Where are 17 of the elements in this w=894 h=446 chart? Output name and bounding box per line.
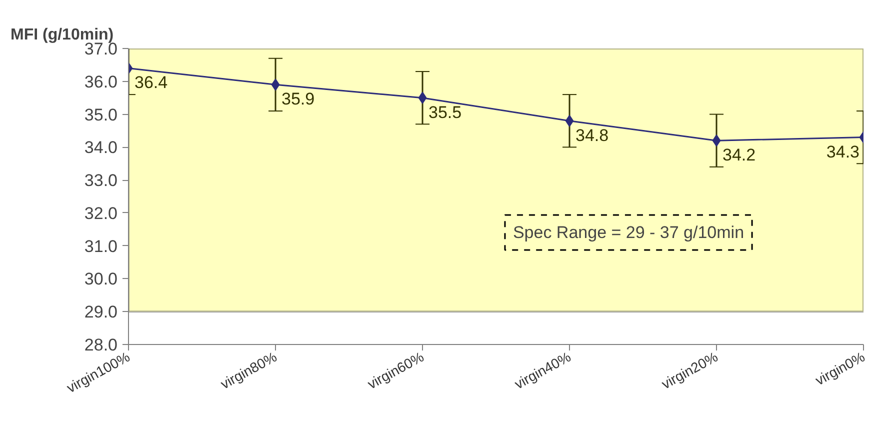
data-label: 34.8	[576, 126, 609, 145]
y-tick-label: 32.0	[84, 204, 118, 223]
data-label: 35.9	[282, 90, 315, 109]
y-tick-label: 33.0	[84, 171, 118, 190]
y-tick-label: 28.0	[84, 336, 118, 354]
data-label: 36.4	[134, 73, 168, 92]
data-label: 34.3	[826, 142, 860, 162]
y-tick-label: 31.0	[84, 236, 118, 256]
y-tick-label: 36.0	[84, 72, 118, 92]
annotation: Spec Range = 29 - 37 g/10min	[512, 223, 744, 242]
y-tick-label: 29.0	[84, 302, 118, 322]
data-label: 34.2	[722, 146, 756, 165]
data-label: 35.5	[428, 102, 462, 122]
y-tick-label: 34.0	[84, 138, 118, 158]
y-axis-title: MFI (g/10min)	[10, 26, 114, 44]
y-tick-label: 35.0	[84, 105, 118, 124]
y-tick-label: 30.0	[84, 270, 118, 289]
